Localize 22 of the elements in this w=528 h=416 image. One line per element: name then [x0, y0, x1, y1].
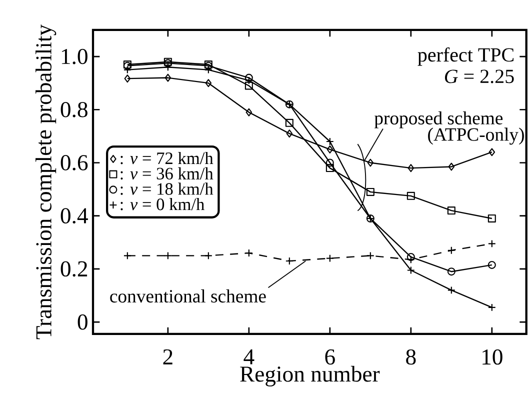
- legend-label: : ν = 18 km/h: [120, 182, 214, 195]
- annotation: G = 2.25: [444, 70, 514, 84]
- y-tick-label: 0.6: [60, 155, 88, 170]
- annotation: (ATPC-only): [428, 128, 524, 145]
- legend-label: : ν = 0 km/h: [120, 198, 204, 210]
- x-tick-label: 6: [325, 349, 335, 365]
- y-axis-title: Transmission complete probability: [36, 24, 56, 340]
- y-tick-label: 0.8: [60, 102, 88, 118]
- y-tick-label: 0: [78, 314, 88, 330]
- x-tick-label: 2: [163, 349, 172, 364]
- annotation: proposed scheme: [374, 111, 503, 128]
- annotation: conventional scheme: [110, 289, 266, 303]
- legend-label: : ν = 72 km/h: [120, 152, 214, 164]
- x-tick-label: 4: [244, 349, 254, 364]
- x-tick-label: 8: [406, 349, 416, 365]
- x-axis-title: Region number: [240, 366, 380, 386]
- y-tick-label: 0.4: [60, 208, 88, 224]
- y-tick-label: 0.2: [60, 261, 88, 277]
- legend-label: : ν = 36 km/h: [120, 167, 214, 180]
- y-tick-label: 1.0: [62, 48, 88, 64]
- x-tick-label: 10: [482, 349, 502, 365]
- annotation: perfect TPC: [418, 47, 514, 66]
